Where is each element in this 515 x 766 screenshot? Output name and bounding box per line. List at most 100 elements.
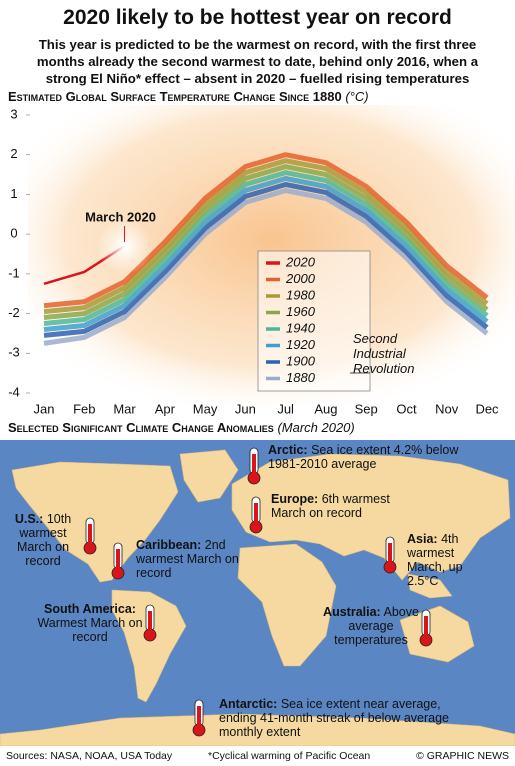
thermometer: [143, 604, 157, 642]
thermometer-level: [254, 503, 258, 525]
callout-region: South America:: [44, 602, 136, 616]
callout-region: Caribbean:: [136, 538, 202, 552]
legend-box: [257, 250, 371, 392]
y-tick-label: 0: [10, 226, 17, 241]
x-tick-label: Feb: [73, 401, 95, 416]
callout-region: Europe:: [271, 492, 319, 506]
y-tick-label: 1: [10, 186, 17, 201]
callout-text: Warmest March on record: [37, 616, 143, 644]
x-tick-label: Dec: [475, 401, 499, 416]
x-tick-label: Nov: [435, 401, 459, 416]
callout-region: Antarctic:: [219, 697, 278, 711]
chart-heading: Estimated Global Surface Temperature Cha…: [8, 89, 369, 104]
legend-label: 1920: [286, 337, 316, 352]
legend-label: 1980: [286, 287, 316, 302]
thermometer-level: [424, 616, 428, 638]
callout: U.S.: 10th warmest March on record: [4, 512, 82, 568]
callout-text: 4th warmest March, up 2.5°C: [407, 532, 463, 588]
thermometer-level: [252, 454, 256, 476]
callout: Europe: 6th warmest March on record: [271, 492, 421, 520]
thermometer-level: [116, 549, 120, 571]
x-tick-label: Apr: [155, 401, 176, 416]
callout-text: Sea ice extent near average, ending 41-m…: [219, 697, 450, 739]
callout: South America: Warmest March on record: [30, 602, 150, 644]
y-tick-label: -3: [8, 345, 20, 360]
annotation: March 2020: [85, 209, 156, 224]
greenland: [179, 449, 239, 503]
callout: Arctic: Sea ice extent 4.2% below 1981-2…: [268, 443, 478, 471]
note: *Cyclical warming of Pacific Ocean: [208, 750, 371, 762]
callout-region: Arctic:: [268, 443, 308, 457]
thermometer: [192, 699, 206, 737]
callout: Antarctic: Sea ice extent near average, …: [219, 697, 481, 739]
y-tick-label: 2: [10, 146, 17, 161]
legend-label: 1880: [286, 370, 316, 385]
callout-text: Above average temperatures: [334, 605, 419, 647]
annotation: Second Industrial Revolution: [353, 331, 415, 376]
thermometer: [247, 447, 261, 485]
series-line: [43, 152, 489, 309]
thermometer-level: [148, 611, 152, 633]
credit: © GRAPHIC NEWS: [416, 750, 509, 762]
footer: Sources: NASA, NOAA, USA Today *Cyclical…: [0, 746, 515, 766]
chart-title: Estimated Global Surface Temperature Cha…: [8, 89, 342, 104]
x-tick-label: Jul: [277, 401, 294, 416]
thermometer: [383, 536, 397, 574]
map-subtitle: (March 2020): [277, 420, 355, 435]
series-line: [43, 188, 489, 346]
eurasia: [231, 453, 511, 581]
legend-label: 1900: [286, 353, 316, 368]
indonesia: [407, 573, 453, 599]
thermometer: [249, 496, 263, 534]
chart: -4 -3 -2 -1 0 1 2 3 Jan Feb Mar Apr May Jun Jul Aug Sep O…: [8, 105, 515, 416]
y-tick-label: -2: [8, 305, 20, 320]
x-tick-label: Oct: [396, 401, 417, 416]
thermometer: [111, 542, 125, 580]
map-heading: Selected Significant Climate Change Anom…: [8, 420, 355, 435]
thermometer: [419, 609, 433, 647]
africa: [237, 543, 337, 667]
y-tick-label: -1: [8, 265, 20, 280]
x-tick-label: Jan: [34, 401, 55, 416]
flare: [96, 218, 153, 275]
callout-text: 6th warmest March on record: [271, 492, 390, 520]
x-tick-label: Jun: [235, 401, 256, 416]
chart-unit: (°C): [345, 89, 369, 104]
y-tick-label: 3: [10, 106, 17, 121]
land: [0, 449, 515, 746]
callout: Australia: Above average temperatures: [316, 605, 426, 647]
callout: Asia: 4th warmest March, up 2.5°C: [407, 532, 477, 588]
map-title: Selected Significant Climate Change Anom…: [8, 420, 274, 435]
x-tick-label: Sep: [355, 401, 378, 416]
x-tick-label: Aug: [314, 401, 337, 416]
legend-label: 2020: [285, 254, 316, 269]
subtitle: This year is predicted to be the warmest…: [36, 37, 479, 86]
legend-label: 1960: [286, 304, 316, 319]
y-tick-label: -4: [8, 384, 20, 399]
series-line: [43, 182, 489, 338]
x-tick-label: May: [193, 401, 218, 416]
legend-label: 1940: [286, 320, 316, 335]
map: [0, 440, 515, 746]
series-line: [43, 158, 489, 315]
series-line: [43, 176, 489, 332]
callout-region: Australia:: [323, 605, 381, 619]
south-america: [111, 589, 187, 703]
antarctica: [0, 713, 515, 746]
thermometer-level: [88, 524, 92, 546]
callout-text: 10th warmest March on record: [16, 512, 72, 568]
thermometer-level: [388, 543, 392, 565]
callout-text: Sea ice extent 4.2% below 1981-2010 aver…: [268, 443, 459, 471]
callout: Caribbean: 2nd warmest March on record: [136, 538, 248, 580]
sources: Sources: NASA, NOAA, USA Today: [6, 750, 173, 762]
x-tick-label: Mar: [113, 401, 136, 416]
legend-label: 2000: [285, 271, 316, 286]
callout-text: 2nd warmest March on record: [136, 538, 239, 580]
australia: [399, 605, 475, 663]
callout-region: U.S.:: [14, 512, 44, 526]
series-line: [43, 170, 489, 326]
callout-region: Asia:: [407, 532, 438, 546]
thermometer: [83, 517, 97, 555]
thermometer-level: [197, 706, 201, 728]
